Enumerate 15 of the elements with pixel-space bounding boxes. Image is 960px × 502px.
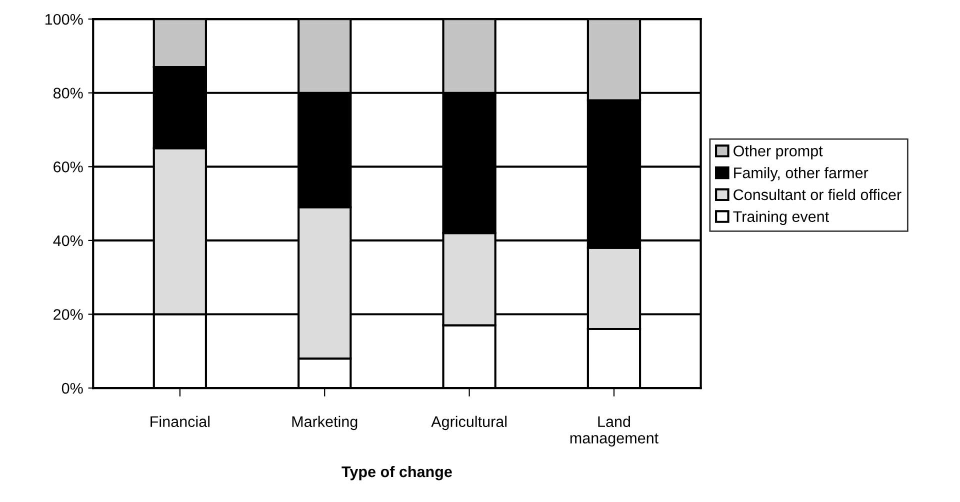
y-tick-label: 0%	[62, 382, 83, 394]
legend-label: Consultant or field officer	[734, 188, 902, 200]
legend-label: Other prompt	[734, 145, 823, 160]
x-tick-label: Financial	[150, 416, 210, 428]
x-tick-label: Marketing	[292, 416, 358, 430]
y-tick-label: 40%	[53, 235, 83, 246]
legend-label: Family, other farmer	[734, 167, 868, 182]
legend-label: Training event	[733, 210, 829, 226]
y-tick-label: 60%	[54, 162, 83, 172]
x-tick-label: Agricultural	[431, 416, 506, 430]
y-tick-label: 100%	[45, 14, 83, 25]
x-tick-label: Land management	[570, 416, 658, 447]
x-axis-title: Type of change	[342, 466, 452, 480]
y-tick-label: 20%	[54, 309, 83, 320]
y-tick-label: 80%	[53, 88, 83, 99]
